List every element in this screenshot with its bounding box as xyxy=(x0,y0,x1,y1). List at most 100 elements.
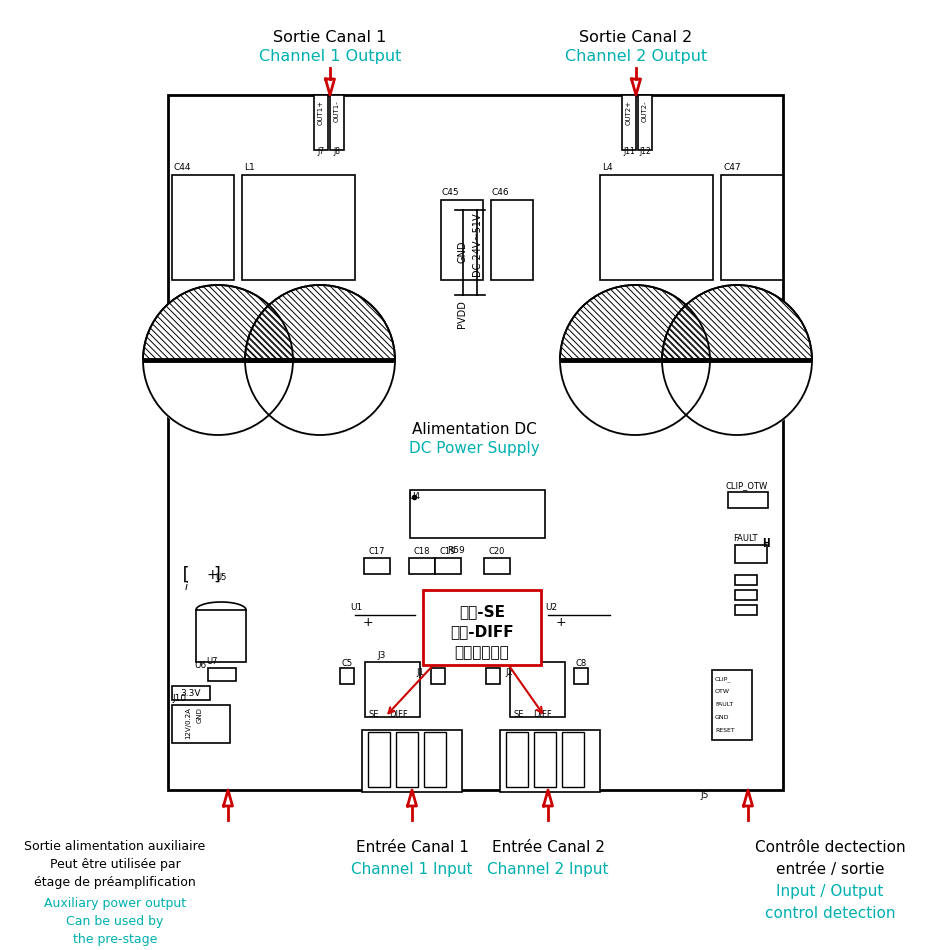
Text: OUT2+: OUT2+ xyxy=(626,100,632,125)
Text: Sortie alimentation auxiliaire: Sortie alimentation auxiliaire xyxy=(25,840,205,853)
Bar xyxy=(172,705,230,743)
Text: Channel 1 Output: Channel 1 Output xyxy=(259,49,402,65)
Bar xyxy=(735,590,757,600)
Text: IN1+: IN1+ xyxy=(376,735,382,752)
Text: Entrée Canal 2: Entrée Canal 2 xyxy=(491,840,604,855)
Text: Auxiliary power output: Auxiliary power output xyxy=(44,897,186,910)
Text: 单端-SE: 单端-SE xyxy=(459,604,505,619)
Text: Channel 2 Input: Channel 2 Input xyxy=(488,862,609,877)
Wedge shape xyxy=(142,360,294,435)
Text: C20: C20 xyxy=(489,547,505,556)
Text: OTW: OTW xyxy=(715,689,730,694)
Bar xyxy=(208,668,236,681)
Text: U4: U4 xyxy=(408,492,420,501)
Circle shape xyxy=(245,285,395,435)
Circle shape xyxy=(143,285,293,435)
Text: GND: GND xyxy=(457,240,467,263)
Text: J1: J1 xyxy=(416,668,423,677)
Bar xyxy=(441,200,483,280)
Text: SE: SE xyxy=(514,710,525,719)
Text: 3.3V: 3.3V xyxy=(181,689,202,697)
Text: entrée / sortie: entrée / sortie xyxy=(776,862,884,877)
Wedge shape xyxy=(244,360,396,435)
Text: Channel 1 Input: Channel 1 Input xyxy=(351,862,473,877)
Bar xyxy=(368,732,390,787)
Bar xyxy=(506,732,528,787)
Bar xyxy=(196,610,246,662)
Wedge shape xyxy=(560,360,710,435)
Bar xyxy=(172,175,234,280)
Text: Alimentation DC: Alimentation DC xyxy=(412,423,536,438)
Text: Sortie Canal 2: Sortie Canal 2 xyxy=(580,30,692,46)
Bar xyxy=(484,558,510,574)
Text: +: + xyxy=(556,616,566,629)
Bar xyxy=(562,732,584,787)
Text: J5: J5 xyxy=(700,791,708,800)
Text: +: + xyxy=(207,568,219,582)
Text: FAULT: FAULT xyxy=(733,534,758,543)
Bar xyxy=(364,558,390,574)
Bar xyxy=(172,686,210,700)
Text: the pre-stage: the pre-stage xyxy=(73,933,157,946)
Text: SE: SE xyxy=(368,710,379,719)
Text: L4: L4 xyxy=(602,163,613,172)
Text: control detection: control detection xyxy=(765,906,895,921)
Bar xyxy=(500,730,600,792)
Text: IN2-: IN2- xyxy=(570,735,576,750)
Text: RESET: RESET xyxy=(715,728,735,733)
Bar xyxy=(574,668,588,684)
Bar xyxy=(735,575,757,585)
Text: GND: GND xyxy=(197,707,203,723)
Text: C19: C19 xyxy=(439,547,456,556)
Text: C47: C47 xyxy=(723,163,741,172)
Bar xyxy=(712,670,752,740)
Bar xyxy=(409,558,435,574)
Text: C45: C45 xyxy=(441,188,458,197)
Circle shape xyxy=(560,285,710,435)
Bar xyxy=(510,662,565,717)
Bar xyxy=(396,732,418,787)
Text: Contrôle dectection: Contrôle dectection xyxy=(755,840,905,855)
Text: Sortie Canal 1: Sortie Canal 1 xyxy=(274,30,386,46)
Text: H: H xyxy=(762,537,770,550)
Text: C18: C18 xyxy=(414,547,430,556)
Bar xyxy=(435,558,461,574)
Text: C6: C6 xyxy=(433,659,443,668)
Wedge shape xyxy=(662,360,813,435)
Text: AGND: AGND xyxy=(404,735,410,755)
Text: C7: C7 xyxy=(488,659,499,668)
Text: C44: C44 xyxy=(174,163,191,172)
Text: J12: J12 xyxy=(639,147,651,156)
Bar xyxy=(728,492,768,508)
Text: [  ]: [ ] xyxy=(180,566,223,584)
Text: Channel 2 Output: Channel 2 Output xyxy=(564,49,707,65)
Text: C46: C46 xyxy=(491,188,509,197)
Bar xyxy=(735,545,767,563)
Bar xyxy=(362,730,462,792)
Text: L1: L1 xyxy=(244,163,255,172)
Bar xyxy=(168,95,783,790)
Text: OUT2-: OUT2- xyxy=(642,100,648,122)
Bar xyxy=(534,732,556,787)
Text: OUT1-: OUT1- xyxy=(334,100,340,122)
Bar xyxy=(600,175,713,280)
Bar xyxy=(424,732,446,787)
Text: +: + xyxy=(363,616,374,629)
Text: Entrée Canal 1: Entrée Canal 1 xyxy=(355,840,469,855)
Bar xyxy=(735,605,757,615)
Text: 12V/0.2A: 12V/0.2A xyxy=(185,707,191,739)
Text: C5: C5 xyxy=(342,659,352,668)
Text: Input / Output: Input / Output xyxy=(777,884,884,899)
Bar xyxy=(638,95,652,150)
Text: AGND: AGND xyxy=(542,735,548,755)
Text: CLIP_: CLIP_ xyxy=(715,676,731,682)
Bar xyxy=(423,590,541,665)
Text: J11: J11 xyxy=(623,147,634,156)
Text: J7: J7 xyxy=(317,147,325,156)
Text: U7: U7 xyxy=(206,657,218,666)
Bar xyxy=(330,95,344,150)
Text: C8: C8 xyxy=(576,659,586,668)
Text: 输入类型设定: 输入类型设定 xyxy=(455,645,509,660)
Text: Can be used by: Can be used by xyxy=(66,915,164,928)
Text: U5: U5 xyxy=(215,573,226,582)
